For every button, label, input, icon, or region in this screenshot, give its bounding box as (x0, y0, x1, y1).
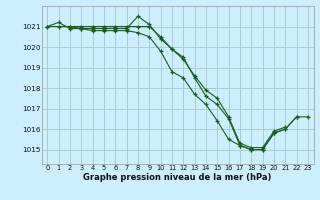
X-axis label: Graphe pression niveau de la mer (hPa): Graphe pression niveau de la mer (hPa) (84, 173, 272, 182)
